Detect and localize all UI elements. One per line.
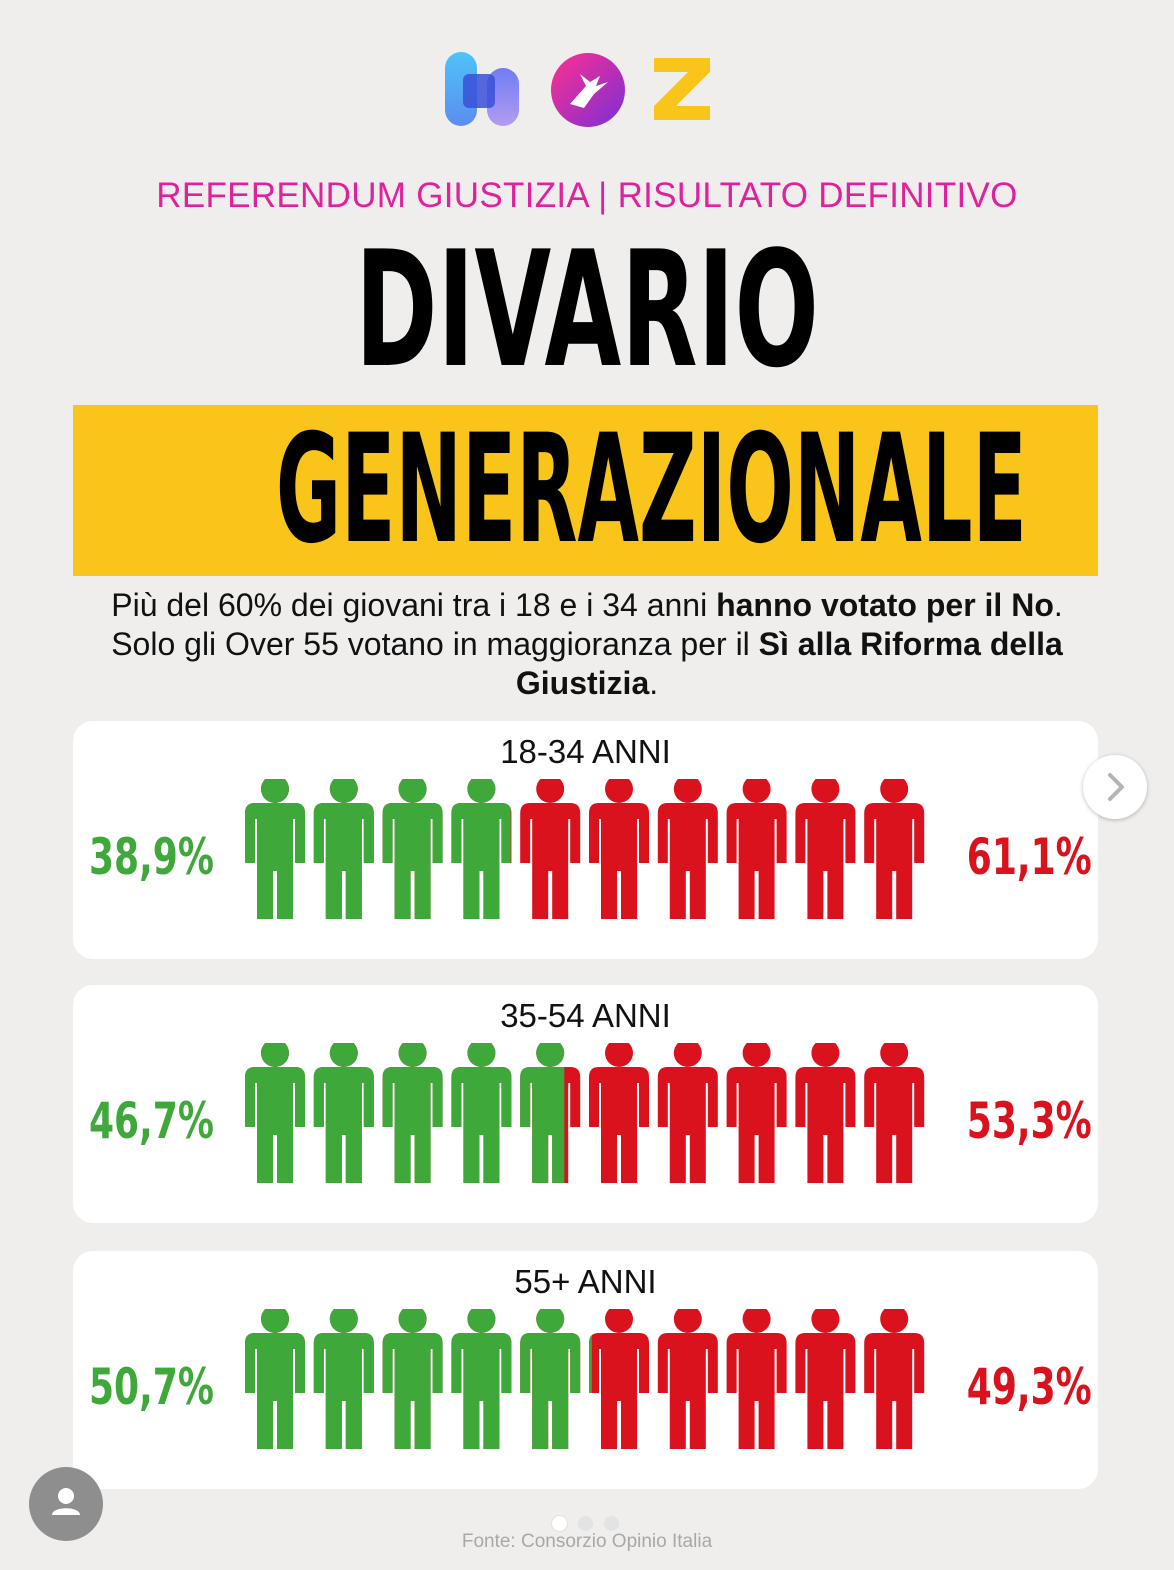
person-icon bbox=[382, 1309, 443, 1449]
no-percent-label: 53,3% bbox=[966, 1092, 1092, 1150]
person-icon bbox=[657, 1043, 718, 1183]
people-bar bbox=[245, 1309, 925, 1449]
age-card-35-54: 35-54 ANNI 46,7% 53,3% bbox=[73, 985, 1098, 1223]
person-icon bbox=[451, 1043, 512, 1183]
age-label: 18-34 ANNI bbox=[500, 733, 671, 770]
people-bar bbox=[245, 1043, 925, 1183]
person-icon bbox=[657, 1309, 718, 1449]
person-icon bbox=[657, 779, 718, 919]
person-icon bbox=[726, 1309, 787, 1449]
lead-bold-2: Sì alla Riforma della Giustizia bbox=[515, 626, 1063, 701]
yes-percent-label: 46,7% bbox=[89, 1092, 214, 1150]
title-highlight bbox=[73, 405, 1098, 576]
person-icon bbox=[520, 1309, 581, 1449]
person-icon bbox=[451, 779, 512, 919]
person-icon bbox=[589, 1309, 649, 1449]
person-icon bbox=[451, 1309, 512, 1449]
title-line-2: GENERAZIONALE bbox=[275, 403, 1027, 577]
next-slide-button[interactable] bbox=[1083, 755, 1147, 819]
lead-part-1: Più del 60% dei giovani tra i 18 e i 34 … bbox=[111, 587, 717, 623]
carousel-dot[interactable] bbox=[552, 1516, 567, 1531]
person-icon bbox=[382, 1043, 443, 1183]
profile-avatar-button[interactable] bbox=[29, 1467, 103, 1541]
person-icon bbox=[589, 1043, 649, 1183]
people-bar bbox=[245, 779, 925, 919]
lead-part-3: . bbox=[649, 665, 659, 701]
kicker-text: REFERENDUM GIUSTIZIA | RISULTATO DEFINIT… bbox=[156, 176, 1018, 215]
yes-percent-label: 38,9% bbox=[89, 828, 214, 886]
person-icon bbox=[589, 779, 649, 919]
lead-paragraph: Più del 60% dei giovani tra i 18 e i 34 … bbox=[90, 586, 1084, 703]
person-icon bbox=[382, 779, 443, 919]
no-percent-label: 49,3% bbox=[966, 1358, 1092, 1416]
brand-logo-bars bbox=[445, 52, 519, 126]
person-icon bbox=[313, 779, 374, 919]
person-icon bbox=[245, 779, 305, 919]
person-icon bbox=[864, 1309, 925, 1449]
age-card-55-plus: 55+ ANNI 50,7% 49,3% bbox=[73, 1251, 1098, 1489]
brand-logo-bird bbox=[551, 53, 625, 127]
person-icon bbox=[864, 1043, 925, 1183]
person-icon bbox=[520, 779, 581, 919]
logo-row bbox=[0, 52, 1174, 132]
carousel-dots bbox=[550, 1516, 630, 1532]
person-icon bbox=[726, 1043, 787, 1183]
person-icon bbox=[313, 1309, 374, 1449]
age-label: 35-54 ANNI bbox=[500, 997, 671, 1034]
person-icon bbox=[520, 1043, 581, 1183]
age-card-18-34: 18-34 ANNI 38,9% 61,1% bbox=[73, 721, 1098, 959]
lead-part-2: . Solo gli Over 55 votano in maggioranza… bbox=[111, 587, 1063, 662]
person-icon bbox=[313, 1043, 374, 1183]
title-line-1: DIVARIO bbox=[355, 216, 819, 403]
age-label: 55+ ANNI bbox=[514, 1263, 657, 1300]
carousel-dot[interactable] bbox=[604, 1516, 619, 1531]
person-icon bbox=[864, 779, 925, 919]
chevron-right-icon bbox=[1108, 773, 1124, 801]
source-note: Fonte: Consorzio Opinio Italia bbox=[461, 1531, 713, 1552]
yes-percent-label: 50,7% bbox=[89, 1358, 214, 1416]
no-percent-label: 61,1% bbox=[966, 828, 1092, 886]
brand-logo-z bbox=[654, 58, 710, 120]
lead-bold-1: hanno votato per il No bbox=[716, 587, 1054, 623]
person-icon bbox=[245, 1043, 305, 1183]
user-icon bbox=[52, 1488, 80, 1515]
person-icon bbox=[795, 1309, 856, 1449]
person-icon bbox=[795, 779, 856, 919]
person-icon bbox=[726, 779, 787, 919]
person-icon bbox=[795, 1043, 856, 1183]
carousel-dot[interactable] bbox=[578, 1516, 593, 1531]
person-icon bbox=[245, 1309, 305, 1449]
